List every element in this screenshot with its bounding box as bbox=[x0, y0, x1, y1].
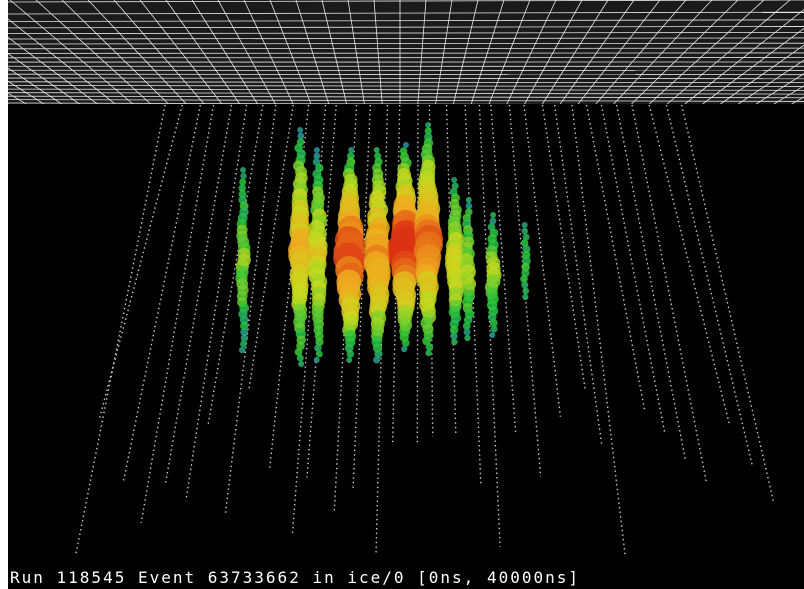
surface-grid bbox=[0, 0, 804, 105]
page: Run 118545 Event 63733662 in ice/0 [0ns,… bbox=[0, 0, 804, 589]
hit bbox=[522, 288, 529, 295]
hit bbox=[522, 294, 528, 300]
hit bbox=[521, 281, 528, 288]
hit bbox=[490, 212, 496, 218]
hit bbox=[240, 167, 246, 173]
hit bbox=[297, 355, 304, 362]
hit bbox=[298, 361, 304, 367]
hit bbox=[239, 347, 245, 353]
hit bbox=[240, 341, 247, 348]
hit bbox=[241, 334, 248, 341]
hit bbox=[451, 177, 457, 183]
hit bbox=[297, 127, 303, 133]
hit bbox=[314, 357, 320, 363]
hit bbox=[521, 228, 527, 234]
hit bbox=[425, 122, 431, 128]
hit bbox=[314, 147, 320, 153]
hit bbox=[348, 147, 354, 153]
hit bbox=[426, 343, 434, 351]
run-caption: Run 118545 Event 63733662 in ice/0 [0ns,… bbox=[10, 568, 580, 587]
hit bbox=[489, 332, 495, 338]
hit bbox=[464, 335, 470, 341]
hit bbox=[522, 222, 528, 228]
event-display: Run 118545 Event 63733662 in ice/0 [0ns,… bbox=[0, 0, 804, 589]
hit bbox=[373, 357, 380, 364]
hit bbox=[464, 328, 471, 335]
hit bbox=[374, 147, 380, 153]
hit bbox=[403, 142, 409, 148]
hit bbox=[450, 332, 457, 339]
hit bbox=[240, 173, 246, 179]
hit bbox=[491, 326, 498, 333]
hit bbox=[401, 346, 407, 352]
hit bbox=[425, 350, 431, 356]
hit bbox=[314, 344, 322, 352]
hit bbox=[451, 339, 457, 345]
hit bbox=[346, 357, 352, 363]
hit bbox=[347, 350, 354, 357]
hit bbox=[466, 197, 472, 203]
hit bbox=[316, 351, 323, 358]
hit bbox=[402, 339, 410, 347]
